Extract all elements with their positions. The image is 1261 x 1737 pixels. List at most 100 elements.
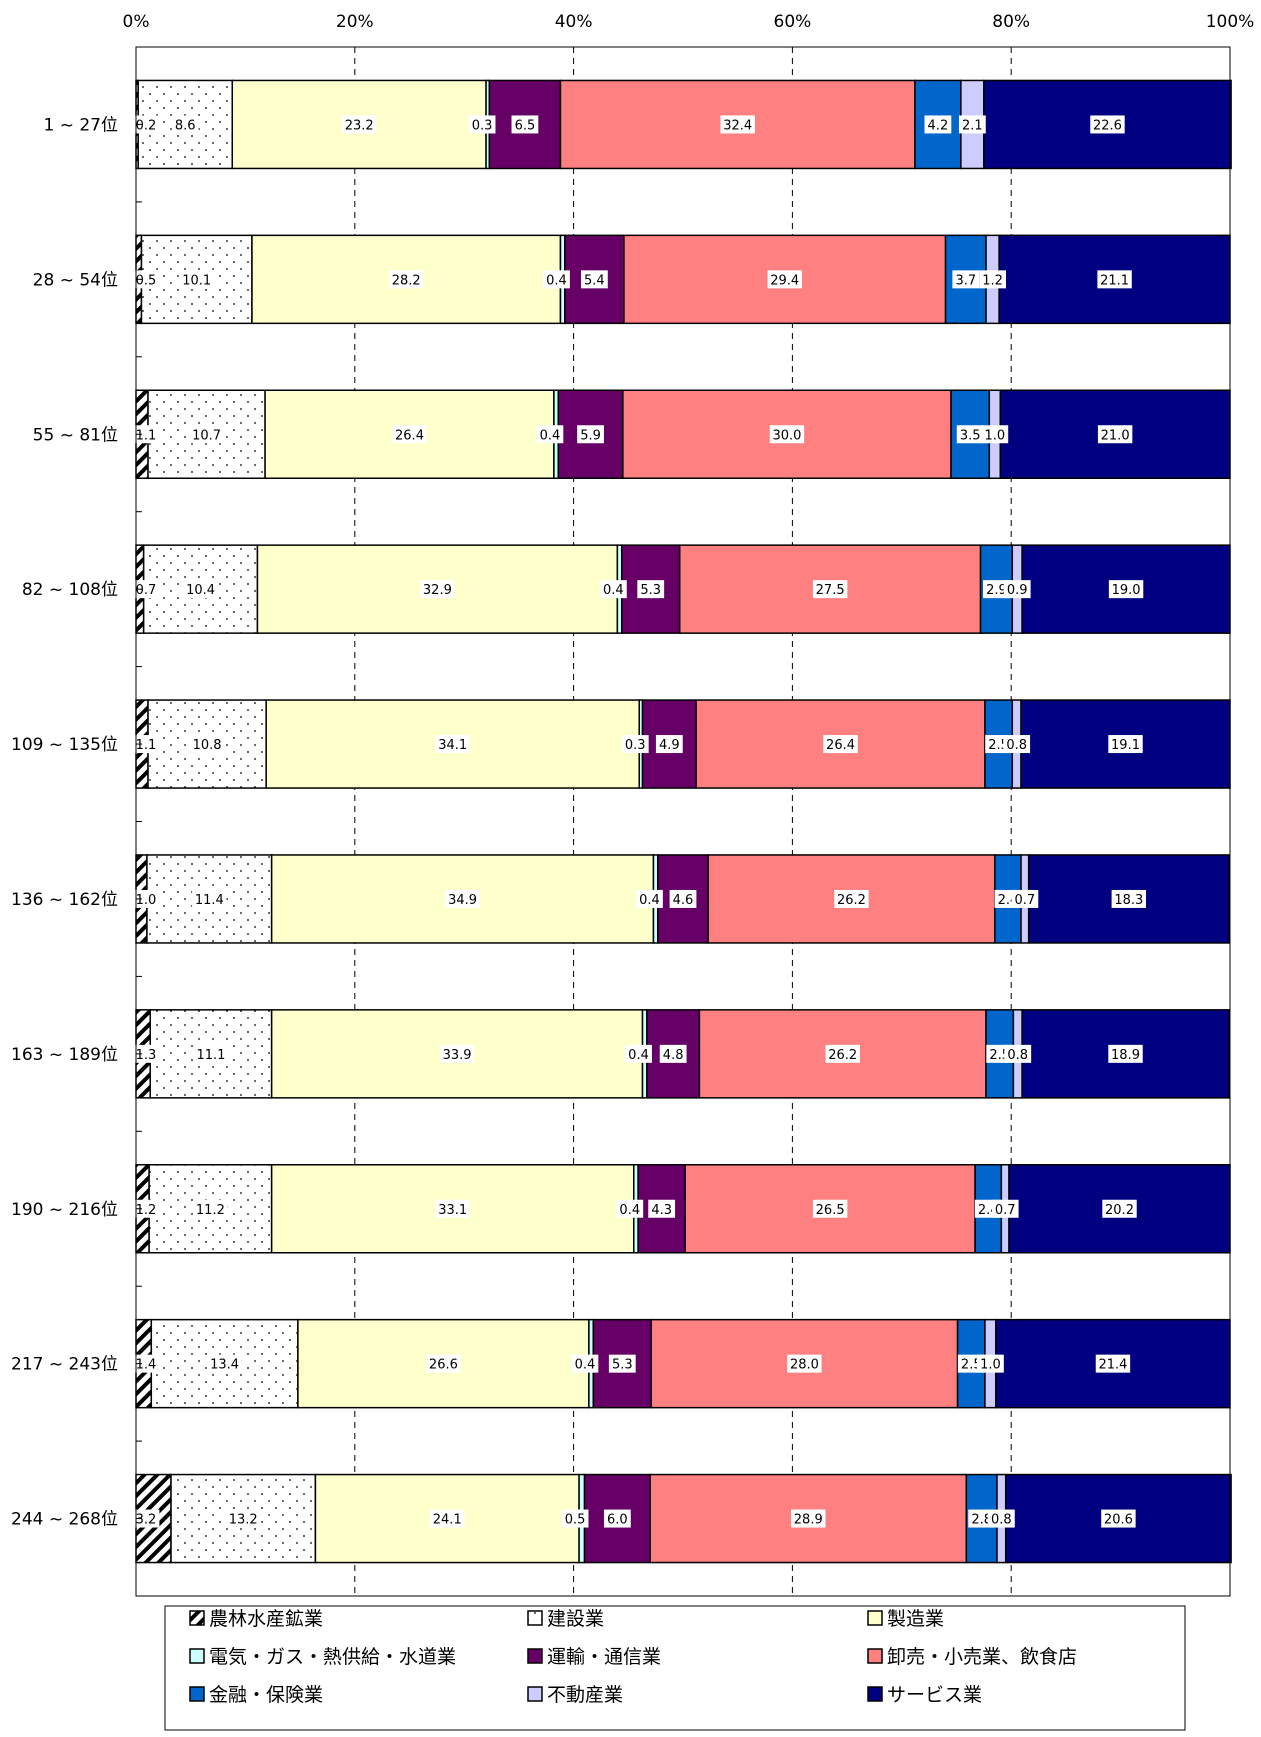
data-label: 0.7 — [136, 583, 157, 598]
category-label: 136 ~ 162位 — [11, 890, 118, 910]
legend-label: 製造業 — [887, 1608, 944, 1630]
legend-label: 金融・保険業 — [209, 1684, 323, 1706]
category-label: 217 ~ 243位 — [11, 1355, 118, 1375]
data-label: 26.4 — [395, 428, 424, 443]
data-label-bg — [616, 1199, 644, 1218]
data-label: 19.0 — [1112, 583, 1141, 598]
data-label: 18.3 — [1114, 893, 1143, 908]
data-label-bg — [834, 889, 869, 908]
data-label-bg — [625, 1044, 652, 1063]
data-label: 2.1 — [962, 118, 983, 133]
data-label: 1.1 — [136, 738, 157, 753]
x-tick-label: 40% — [555, 12, 593, 32]
category-label: 244 ~ 268位 — [11, 1510, 118, 1530]
legend-label: 農林水産鉱業 — [209, 1608, 323, 1630]
data-label-bg — [132, 270, 160, 289]
legend-label: 卸売・小売業、飲食店 — [887, 1646, 1077, 1668]
data-label-bg — [603, 1509, 631, 1528]
data-label-bg — [977, 1354, 1004, 1373]
data-label: 5.3 — [612, 1358, 633, 1373]
data-label: 3.5 — [960, 428, 981, 443]
axes: 0% 20% 40% 60% 80% 100% 1 ~ 27位 28 ~ 54位 55 ~ 81… — [11, 12, 1254, 1597]
data-label-bg — [648, 1199, 676, 1218]
category-label: 1 ~ 27位 — [44, 115, 119, 135]
bars — [135, 79, 1232, 1564]
data-label-bg — [812, 1199, 848, 1218]
data-label: 10.8 — [193, 738, 222, 753]
legend-label: サービス業 — [887, 1684, 982, 1706]
data-label: 5.3 — [640, 583, 661, 598]
data-label-bg — [189, 735, 225, 754]
data-label: 4.8 — [663, 1048, 684, 1063]
category-label: 190 ~ 216位 — [11, 1200, 118, 1220]
data-label-bg — [439, 1044, 475, 1063]
data-label: 26.5 — [816, 1203, 845, 1218]
data-label-bg — [956, 425, 984, 444]
legend-label: 不動産業 — [547, 1684, 623, 1706]
data-label: 26.4 — [826, 738, 855, 753]
data-label: 34.1 — [438, 738, 467, 753]
data-label: 1.4 — [136, 1358, 157, 1373]
legend-box — [164, 1605, 1186, 1731]
data-labels: 0.2 8.6 23.2 0.3 6.5 32.4 4.2 2.1 22.6 0.5 10.1 28.… — [132, 115, 1147, 1528]
data-label-bg — [812, 580, 848, 599]
data-label: 0.7 — [995, 1203, 1016, 1218]
data-label: 18.9 — [1111, 1048, 1140, 1063]
data-label-bg — [1108, 735, 1143, 754]
data-label-bg — [981, 425, 1009, 444]
data-label: 22.6 — [1093, 118, 1122, 133]
data-label-bg — [207, 1354, 242, 1373]
data-label: 28.2 — [392, 273, 421, 288]
data-label: 28.0 — [790, 1358, 819, 1373]
data-label: 0.7 — [1015, 893, 1036, 908]
data-label-bg — [791, 1509, 826, 1528]
x-tick-label: 60% — [774, 12, 812, 32]
data-label-bg — [511, 115, 539, 134]
data-label: 1.1 — [136, 428, 157, 443]
data-label-bg — [226, 1509, 261, 1528]
data-label-bg — [132, 580, 160, 599]
data-label-bg — [132, 1354, 160, 1373]
data-label: 21.1 — [1100, 273, 1129, 288]
bar-segment — [998, 234, 1231, 325]
legend-swatch — [527, 1648, 543, 1664]
data-label-bg — [952, 270, 980, 289]
data-label: 0.4 — [546, 273, 567, 288]
data-label-bg — [991, 1199, 1019, 1218]
data-label-bg — [636, 889, 663, 908]
data-label-bg — [1003, 735, 1031, 754]
data-label: 13.2 — [229, 1513, 258, 1528]
data-label: 0.4 — [639, 893, 660, 908]
data-label-bg — [561, 1509, 589, 1528]
data-label: 27.5 — [816, 583, 845, 598]
data-label-bg — [132, 735, 160, 754]
data-label-bg — [1004, 1044, 1032, 1063]
legend-swatch — [867, 1686, 883, 1702]
data-label: 8.6 — [175, 118, 196, 133]
data-label: 1.2 — [136, 1203, 157, 1218]
data-label: 5.4 — [584, 273, 605, 288]
data-label-bg — [608, 1354, 636, 1373]
data-label: 5.9 — [580, 428, 601, 443]
legend-swatch — [189, 1686, 205, 1702]
data-label: 11.2 — [196, 1203, 225, 1218]
data-label: 32.4 — [723, 118, 752, 133]
data-label: 32.9 — [423, 583, 452, 598]
data-label-bg — [430, 1509, 465, 1528]
data-label-bg — [787, 1354, 822, 1373]
data-label: 34.9 — [448, 893, 477, 908]
data-label-bg — [577, 425, 604, 444]
data-label: 29.4 — [770, 273, 799, 288]
data-label: 0.5 — [565, 1513, 586, 1528]
data-label-bg — [192, 889, 227, 908]
category-label: 109 ~ 135位 — [11, 735, 118, 755]
data-label-bg — [1003, 580, 1031, 599]
data-label-bg — [420, 580, 455, 599]
data-label-bg — [669, 889, 697, 908]
data-label: 0.3 — [625, 738, 646, 753]
data-label-bg — [179, 270, 214, 289]
data-label-bg — [823, 735, 858, 754]
data-label: 0.4 — [540, 428, 561, 443]
data-label: 6.0 — [607, 1513, 628, 1528]
